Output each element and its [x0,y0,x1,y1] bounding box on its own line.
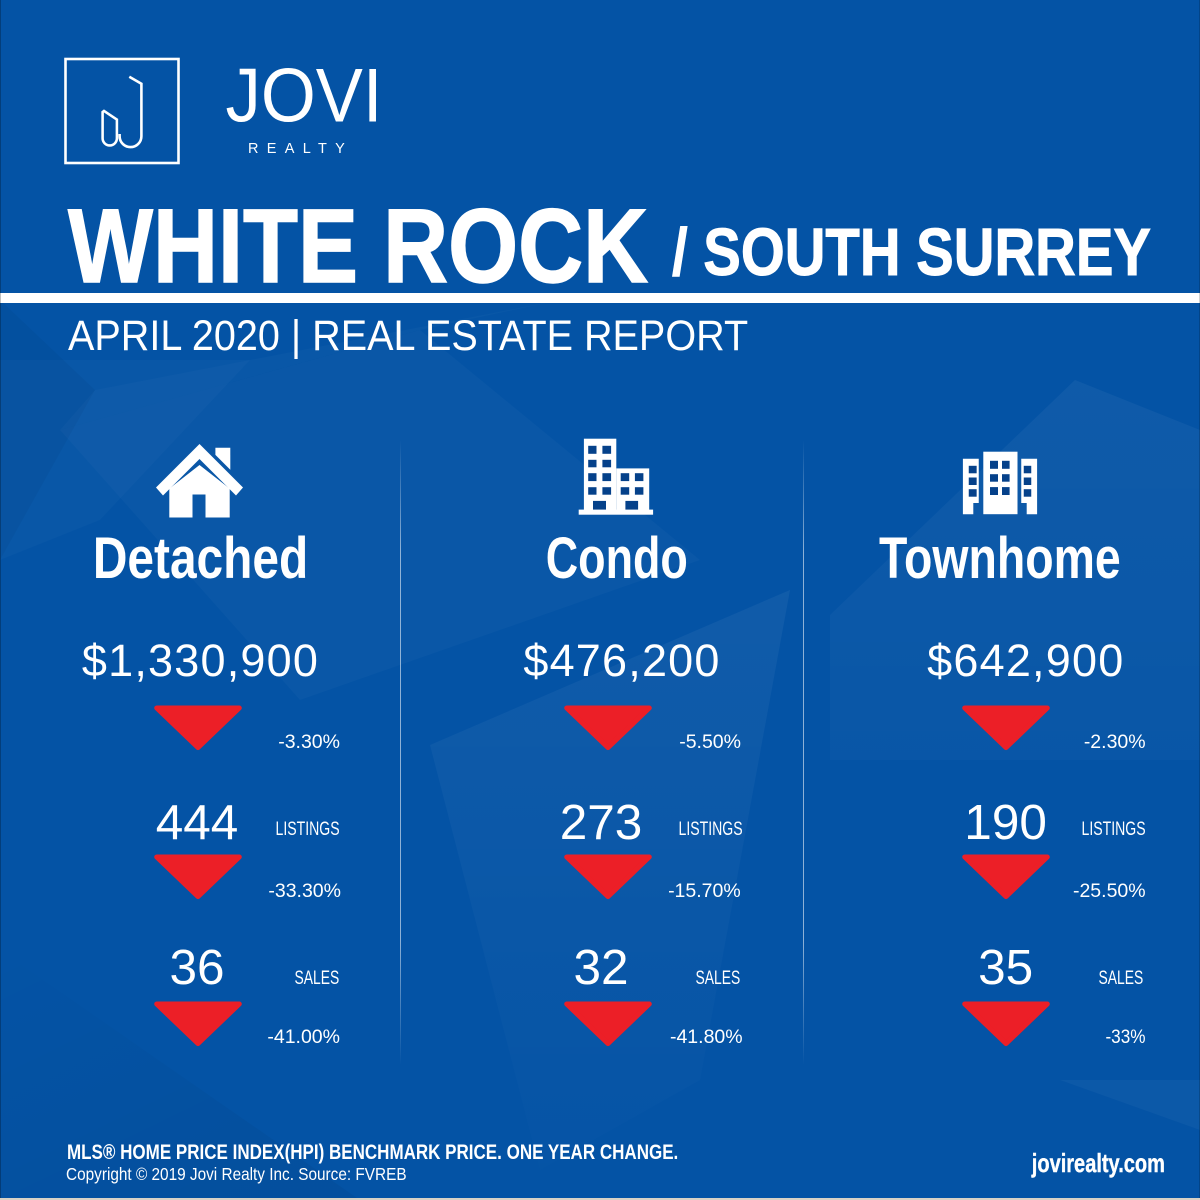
svg-text:REALTY: REALTY [248,141,353,157]
svg-text:JOVI: JOVI [226,57,383,138]
